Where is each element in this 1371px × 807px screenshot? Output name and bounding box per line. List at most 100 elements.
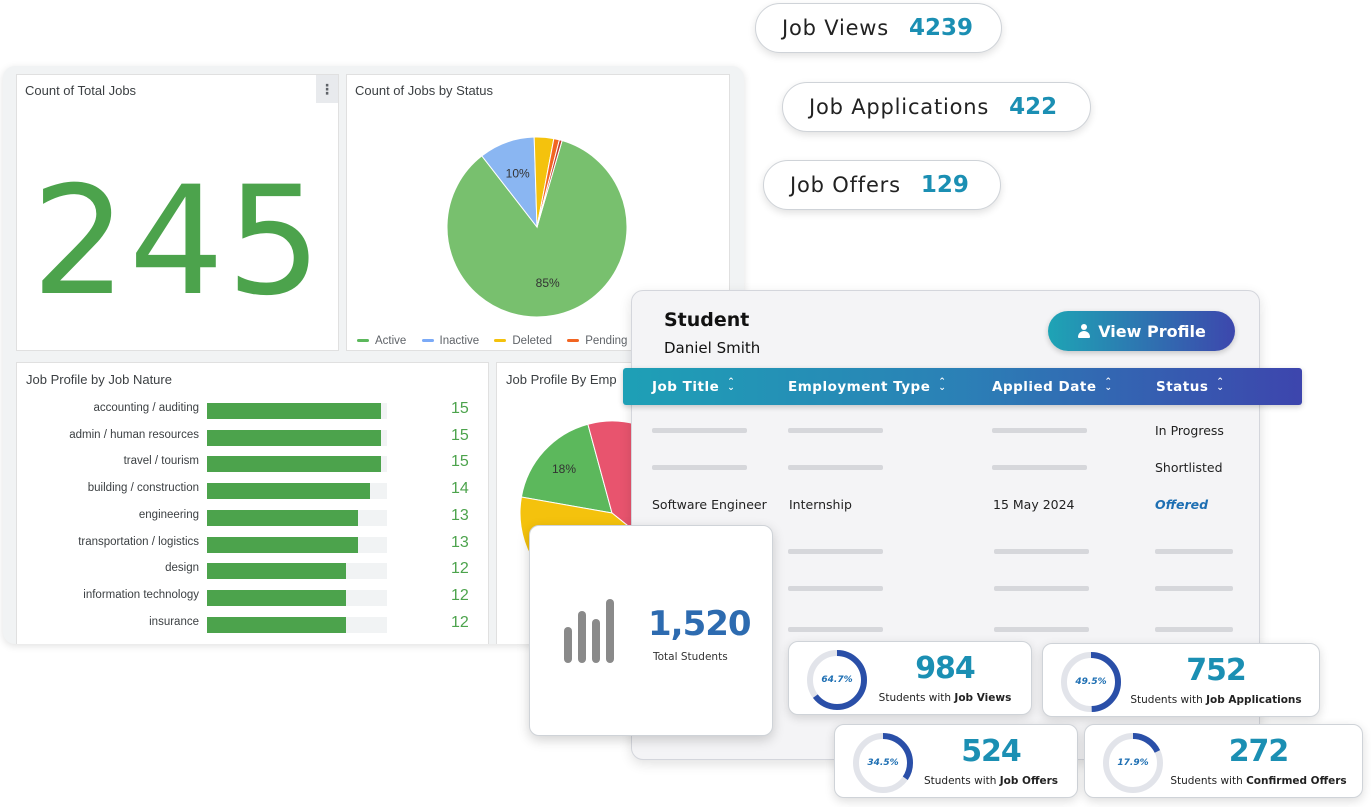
pie-slice-label: 10% [506,166,530,180]
pie-slice[interactable] [446,139,628,318]
more-options-icon[interactable]: ⋮ [316,75,338,103]
bar-track [207,483,387,500]
bar-row[interactable]: transportation / logistics 13 [17,534,487,553]
bar-track [207,456,387,473]
row-placeholder [992,428,1087,433]
legend-item-pending[interactable]: Pending [567,335,627,347]
bar-value-label: 15 [451,400,469,417]
bar-track [207,403,387,419]
percent-label: 64.7% [821,675,853,685]
bar-row[interactable]: admin / human resources 15 [17,427,487,446]
total-jobs-value: 245 [31,155,324,329]
bar-row[interactable]: engineering 13 [17,507,487,526]
row-placeholder [652,428,747,433]
bar[interactable] [207,403,382,419]
bar-category-label: building / construction [87,482,199,495]
row-placeholder [788,549,883,554]
row-placeholder [788,586,883,591]
stat-value: 984 [915,651,976,686]
bar[interactable] [207,536,358,553]
bar-category-label: engineering [138,508,199,521]
bar-category-label: travel / tourism [123,455,199,468]
bar-row[interactable]: accounting / auditing 15 [17,400,487,419]
row-placeholder [994,586,1089,591]
stat-value: 752 [1186,653,1247,688]
job-views-pill: Job Views 4239 [755,3,1002,53]
legend-item-active[interactable]: Active [357,335,406,347]
total-students-label: Total Students [653,651,728,663]
bar-track [207,536,387,553]
bar-track [207,589,387,606]
row-placeholder [992,465,1087,470]
stat-label: Students with Job Offers [923,775,1059,787]
employment-type-cell: Internship [789,497,852,512]
bar-row[interactable]: travel / tourism 15 [17,453,487,473]
bar-chart-icon [564,599,614,663]
jobs-by-status-pie: 85% 10% [446,136,628,318]
job-nature-card: Job Profile by Job Nature accounting / a… [16,362,489,644]
status-offered: Offered [1155,497,1209,512]
legend-item-inactive[interactable]: Inactive [421,335,479,347]
bar[interactable] [207,429,382,446]
row-placeholder [788,465,883,470]
bar[interactable] [207,563,347,580]
total-jobs-title: Count of Total Jobs [25,83,137,98]
applied-date-cell: 15 May 2024 [993,497,1075,512]
bar[interactable] [207,483,370,500]
pie-slice[interactable] [536,139,563,228]
col-job-title[interactable]: Job Title ⌃ ⌄ [652,377,736,396]
job-applications-pill: Job Applications 422 [782,82,1091,132]
view-profile-label: View Profile [1098,321,1206,341]
job-offers-label: Job Offers [790,173,901,197]
percent-label: 34.5% [867,758,899,768]
bar-value-label: 12 [451,586,469,604]
bar-category-label: insurance [149,615,199,628]
progress-ring-icon [1103,733,1163,793]
bar-row[interactable]: information technology 12 [17,586,487,606]
bar[interactable] [207,509,358,526]
row-placeholder [1155,549,1233,554]
status-shortlisted: Shortlisted [1155,460,1223,475]
bar[interactable] [207,589,347,606]
total-jobs-card: Count of Total Jobs ⋮ 245 [16,74,339,351]
job-offers-pill: Job Offers 129 [763,160,1001,210]
bar[interactable] [207,616,347,633]
bar-value-label: 12 [451,613,469,631]
sort-icon: ⌃ ⌄ [727,377,736,393]
sort-icon: ⌃ ⌄ [1104,377,1113,393]
status-in-progress: In Progress [1155,423,1224,438]
bar-row[interactable]: design 12 [17,560,487,580]
pie-slice[interactable] [520,423,613,514]
job-applications-label: Job Applications [809,95,990,119]
stat-job-views: 64.7% 984 Students with Job Views [788,641,1032,715]
stat-label: Students with Confirmed Offers [1170,775,1347,787]
row-placeholder [788,428,883,433]
col-status[interactable]: Status ⌃ ⌄ [1156,377,1225,396]
col-applied-date[interactable]: Applied Date ⌃ ⌄ [992,377,1113,396]
progress-ring-icon [807,650,867,710]
sort-icon: ⌃ ⌄ [938,377,947,393]
bar-category-label: transportation / logistics [78,535,199,548]
col-employment-type[interactable]: Employment Type ⌃ ⌄ [788,377,947,396]
job-applications-value: 422 [1009,94,1058,120]
stat-value: 524 [961,734,1022,769]
progress-ring-icon [853,733,913,793]
bar[interactable] [207,456,382,473]
stat-label: Students with Job Applications [1130,694,1302,706]
percent-label: 17.9% [1117,758,1149,768]
bar-category-label: accounting / auditing [93,402,200,414]
student-name: Daniel Smith [664,339,761,357]
user-icon [1077,324,1091,338]
bar-row[interactable]: building / construction 14 [17,480,487,500]
row-placeholder [1155,586,1233,591]
row-placeholder [1155,627,1233,632]
bar-track [207,509,387,526]
bar-category-label: information technology [83,588,199,601]
percent-label: 49.5% [1075,677,1107,687]
bar-row[interactable]: insurance 12 [17,613,487,633]
bar-track [207,429,387,446]
row-placeholder [994,627,1089,632]
job-nature-title: Job Profile by Job Nature [26,372,172,387]
view-profile-button[interactable]: View Profile [1048,311,1235,351]
legend-item-deleted[interactable]: Deleted [494,335,552,347]
